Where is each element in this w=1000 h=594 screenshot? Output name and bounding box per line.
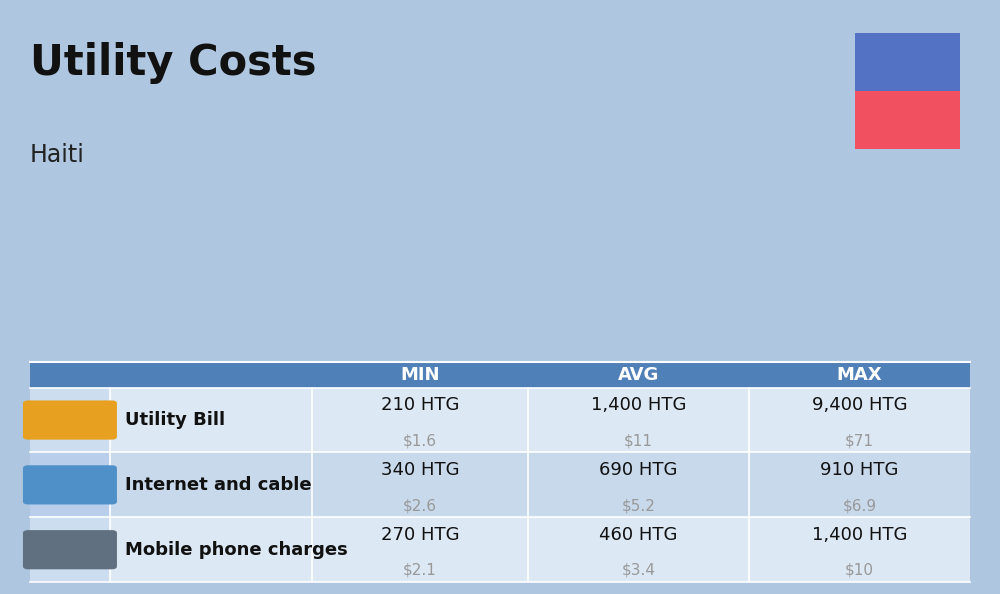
Text: $5.2: $5.2 bbox=[622, 498, 656, 513]
Text: $71: $71 bbox=[845, 433, 874, 448]
Text: $10: $10 bbox=[845, 563, 874, 578]
Text: 1,400 HTG: 1,400 HTG bbox=[591, 396, 686, 414]
Text: 910 HTG: 910 HTG bbox=[820, 461, 899, 479]
Text: 1,400 HTG: 1,400 HTG bbox=[812, 526, 907, 544]
Text: Mobile phone charges: Mobile phone charges bbox=[125, 541, 348, 559]
FancyBboxPatch shape bbox=[23, 530, 117, 569]
Text: 460 HTG: 460 HTG bbox=[599, 526, 678, 544]
FancyBboxPatch shape bbox=[30, 388, 970, 453]
FancyBboxPatch shape bbox=[30, 362, 970, 388]
FancyBboxPatch shape bbox=[30, 517, 970, 582]
Text: Utility Costs: Utility Costs bbox=[30, 42, 316, 84]
Text: AVG: AVG bbox=[618, 366, 659, 384]
FancyBboxPatch shape bbox=[23, 400, 117, 440]
FancyBboxPatch shape bbox=[30, 517, 110, 582]
FancyBboxPatch shape bbox=[30, 388, 110, 453]
Text: 270 HTG: 270 HTG bbox=[381, 526, 459, 544]
Text: 340 HTG: 340 HTG bbox=[381, 461, 459, 479]
Text: Utility Bill: Utility Bill bbox=[125, 411, 225, 429]
Text: MAX: MAX bbox=[837, 366, 882, 384]
Text: $1.6: $1.6 bbox=[403, 433, 437, 448]
Text: MIN: MIN bbox=[400, 366, 440, 384]
FancyBboxPatch shape bbox=[30, 453, 110, 517]
Text: 690 HTG: 690 HTG bbox=[599, 461, 678, 479]
Text: 210 HTG: 210 HTG bbox=[381, 396, 459, 414]
Text: $6.9: $6.9 bbox=[842, 498, 877, 513]
Text: $3.4: $3.4 bbox=[622, 563, 656, 578]
Text: 9,400 HTG: 9,400 HTG bbox=[812, 396, 907, 414]
Text: $11: $11 bbox=[624, 433, 653, 448]
FancyBboxPatch shape bbox=[855, 90, 960, 148]
Text: Haiti: Haiti bbox=[30, 143, 85, 166]
Text: $2.6: $2.6 bbox=[403, 498, 437, 513]
Text: $2.1: $2.1 bbox=[403, 563, 437, 578]
FancyBboxPatch shape bbox=[30, 453, 970, 517]
FancyBboxPatch shape bbox=[23, 465, 117, 504]
Text: Internet and cable: Internet and cable bbox=[125, 476, 312, 494]
FancyBboxPatch shape bbox=[855, 33, 960, 90]
